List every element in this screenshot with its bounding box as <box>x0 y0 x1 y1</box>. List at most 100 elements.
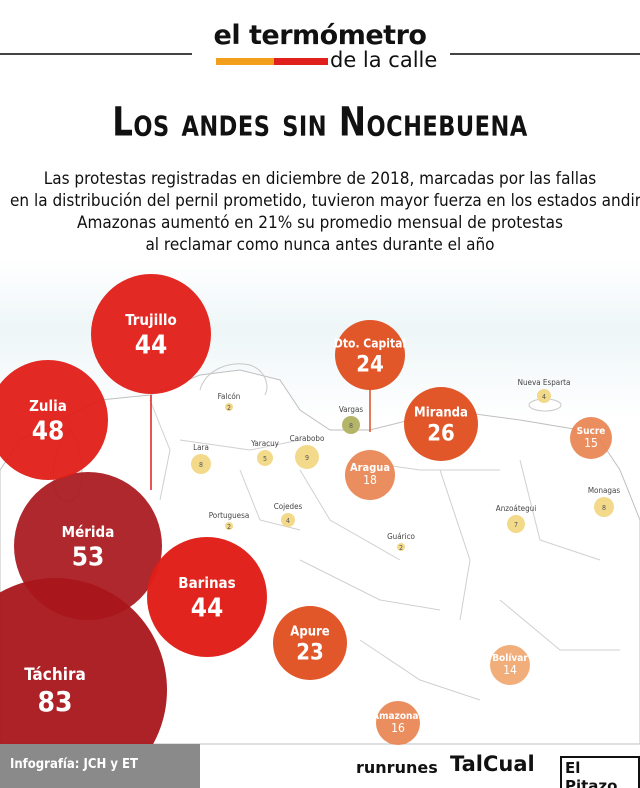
bubble-value: 8 <box>199 461 203 469</box>
bubble-label: Miranda <box>414 405 468 420</box>
subtitle: Las protestas registradas en diciembre d… <box>10 168 640 256</box>
bubble-zulia: Zulia 48 <box>0 360 108 480</box>
bubble-label: Carabobo <box>290 434 325 443</box>
bubble-circle <box>335 320 405 390</box>
page-title: Los andes sin Nochebuena <box>112 99 528 146</box>
bubble-circle <box>537 389 551 403</box>
bubble-circle <box>404 387 478 461</box>
talcual-logo: TalCual <box>450 752 535 776</box>
bubble-value: 26 <box>427 422 455 447</box>
bubble-value: 48 <box>32 417 65 447</box>
bubble-value: 2 <box>227 404 231 412</box>
bubble-value: 53 <box>72 543 105 573</box>
bubble-barinas: Barinas 44 <box>147 537 267 657</box>
bubble-circle <box>342 416 360 434</box>
bubble-circle <box>147 537 267 657</box>
logo-line2: de la calle <box>330 48 438 72</box>
bubble-label: Anzoátegui <box>496 504 536 513</box>
bubble-label: Yaracuy <box>250 439 280 448</box>
bubble-label: Portuguesa <box>209 511 250 520</box>
bubble-dto-capital: Dto. Capital 24 <box>334 320 406 390</box>
bubble-portuguesa: Portuguesa 2 <box>209 511 250 531</box>
bubble-value: 23 <box>296 641 324 666</box>
bubble-label: Amazonas <box>372 711 424 722</box>
bubble-circle <box>594 497 614 517</box>
bubble-falcon: Falcón 2 <box>218 391 241 412</box>
bubble-label: Monagas <box>588 486 621 495</box>
bubble-merida: Mérida 53 <box>14 472 162 620</box>
bubble-carabobo: Carabobo 9 <box>290 434 325 469</box>
state-bubbles: Táchira83Mérida53Zulia48Trujillo44Barina… <box>0 274 620 788</box>
bubble-label: Guárico <box>387 532 415 541</box>
bubble-value: 4 <box>542 393 546 401</box>
header-rule-left <box>0 53 192 55</box>
bubble-circle <box>0 578 167 788</box>
bubble-monagas: Monagas 8 <box>588 486 621 517</box>
bubble-circle <box>191 454 211 474</box>
bubble-label: Táchira <box>24 665 86 685</box>
bubble-circle <box>376 701 420 745</box>
bubble-label: Cojedes <box>274 502 303 511</box>
bubble-value: 4 <box>286 517 290 525</box>
logo-bar-red <box>274 58 328 65</box>
credit-text: Infografía: JCH y ET <box>10 757 139 772</box>
bubble-guarico: Guárico 2 <box>387 532 415 552</box>
bubble-label: Nueva Esparta <box>518 378 571 387</box>
bubble-value: 83 <box>37 685 72 718</box>
bubble-label: Bolívar <box>492 652 528 664</box>
header-rule-right <box>450 53 640 55</box>
bubble-circle <box>0 360 108 480</box>
bubble-value: 15 <box>584 436 598 450</box>
bubble-vargas: Vargas 8 <box>339 405 364 434</box>
bubble-label: Lara <box>193 443 209 452</box>
bubble-value: 18 <box>363 473 377 487</box>
bubble-anzoategui: Anzoátegui 7 <box>496 504 536 533</box>
bubble-label: Vargas <box>339 405 364 414</box>
bubble-circle <box>14 472 162 620</box>
bubble-circle <box>91 274 211 394</box>
bubble-label: Sucre <box>577 426 606 437</box>
bubble-yaracuy: Yaracuy 5 <box>250 439 280 466</box>
bubble-circle <box>225 522 233 530</box>
bubble-value: 24 <box>356 353 384 378</box>
elpitazo-logo: El Pitazo <box>560 756 640 788</box>
bubble-label: Trujillo <box>125 311 177 329</box>
bubble-circle <box>257 450 273 466</box>
bubble-label: Zulia <box>29 397 67 415</box>
bubble-circle <box>397 543 405 551</box>
bubble-trujillo: Trujillo 44 <box>91 274 211 394</box>
bubble-value: 8 <box>349 422 353 430</box>
subtitle-line: en la distribución del pernil prometido,… <box>10 191 640 211</box>
bubble-circle <box>345 450 395 500</box>
subtitle-line: Las protestas registradas en diciembre d… <box>43 169 597 189</box>
bubble-miranda: Miranda 26 <box>404 387 478 461</box>
bubble-circle <box>295 445 319 469</box>
subtitle-line: al reclamar como nunca antes durante el … <box>145 235 495 255</box>
bubble-label: Mérida <box>62 523 115 541</box>
bubble-value: 8 <box>602 504 606 512</box>
bubble-label: Dto. Capital <box>334 336 406 350</box>
credit-bar <box>0 744 200 788</box>
bubble-value: 2 <box>399 544 403 552</box>
bubble-value: 14 <box>503 663 517 677</box>
bubble-label: Apure <box>290 624 330 639</box>
bubble-circle <box>490 645 530 685</box>
bubble-label: Aragua <box>350 461 390 474</box>
bubble-label: Barinas <box>178 574 235 592</box>
bubble-lara: Lara 8 <box>191 443 211 474</box>
bubble-circle <box>273 606 347 680</box>
bubble-label: Falcón <box>218 391 241 401</box>
logo-bar-orange <box>216 58 274 65</box>
bubble-value: 2 <box>227 523 231 531</box>
bubble-circle <box>225 403 233 411</box>
bubble-value: 7 <box>514 521 518 529</box>
bubble-cojedes: Cojedes 4 <box>274 502 303 527</box>
bubble-value: 5 <box>263 455 267 463</box>
